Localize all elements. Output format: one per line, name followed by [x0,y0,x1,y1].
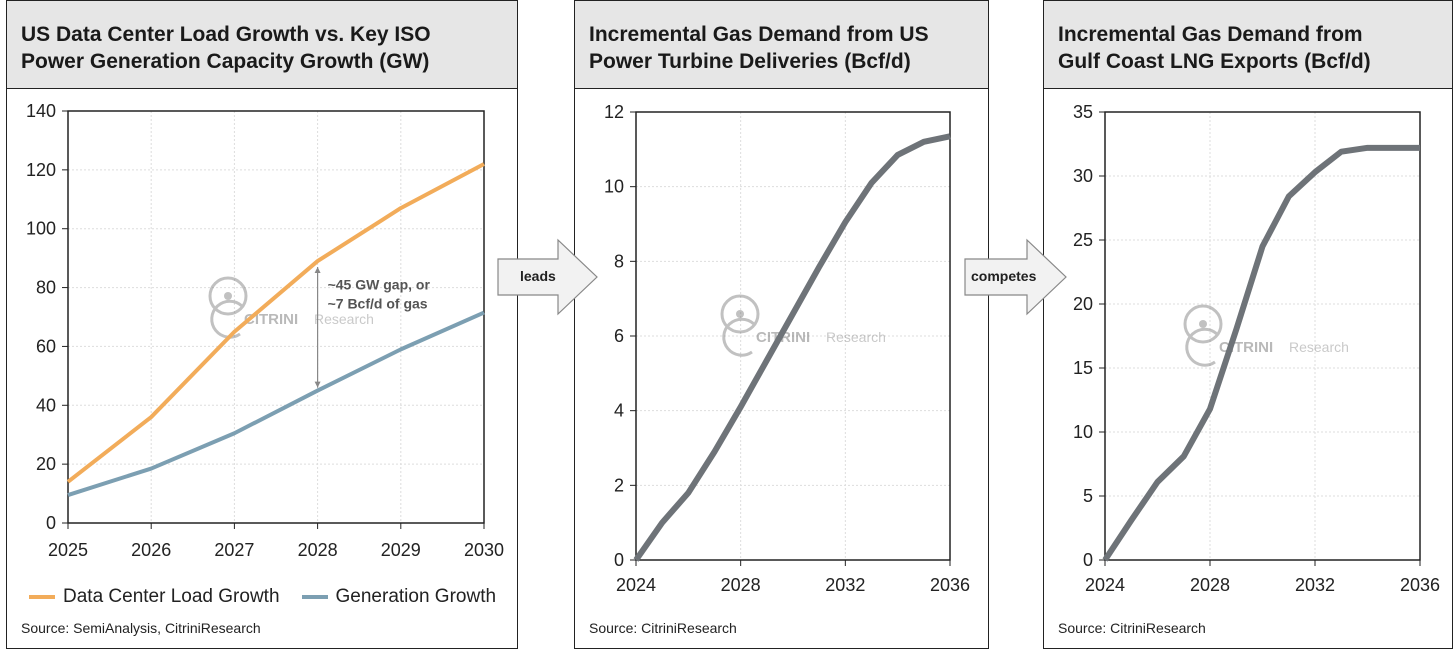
title-line: Gulf Coast LNG Exports (Bcf/d) [1058,50,1371,73]
title-line: Power Turbine Deliveries (Bcf/d) [589,50,911,73]
chart-title: US Data Center Load Growth vs. Key ISO P… [7,1,517,89]
title-line: Incremental Gas Demand from US [589,23,929,46]
title-line: US Data Center Load Growth vs. Key ISO [21,23,431,46]
title-line: Power Generation Capacity Growth (GW) [21,50,430,73]
arrow-competes [964,238,1067,316]
source-note: Source: CitriniResearch [589,620,737,636]
source-note: Source: CitriniResearch [1058,620,1206,636]
legend-swatch [301,595,328,599]
panel-turbine-gas-demand: Incremental Gas Demand from US Power Tur… [574,0,989,649]
legend-label: Generation Growth [335,586,497,607]
legend-label: Data Center Load Growth [63,586,280,607]
legend-item-generation: Generation Growth [301,586,497,608]
title-line: Incremental Gas Demand from [1058,23,1363,46]
arrow-leads [497,238,598,316]
panel-lng-gas-demand: Incremental Gas Demand from Gulf Coast L… [1043,0,1453,649]
panel-dc-load-vs-generation: US Data Center Load Growth vs. Key ISO P… [6,0,518,649]
chart-title: Incremental Gas Demand from Gulf Coast L… [1044,1,1452,89]
chart-title: Incremental Gas Demand from US Power Tur… [575,1,988,89]
arrow-label-competes: competes [971,268,1037,284]
legend-item-dc-load: Data Center Load Growth [29,586,280,608]
legend: Data Center Load Growth Generation Growt… [29,586,496,608]
legend-swatch [29,595,55,599]
arrow-label-leads: leads [520,268,556,284]
source-note: Source: SemiAnalysis, CitriniResearch [21,620,261,636]
